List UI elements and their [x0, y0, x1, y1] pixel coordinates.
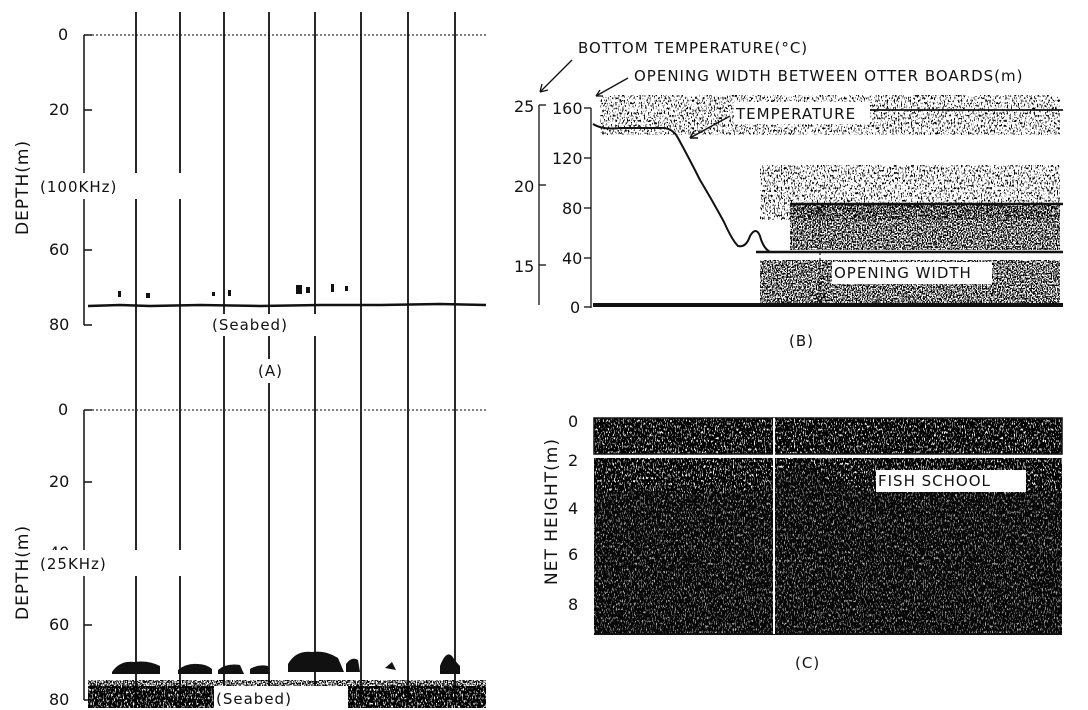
net-height-tick: 4: [568, 499, 578, 518]
depth-axis-title: DEPTH(m): [13, 525, 33, 620]
depth-tick: 80: [49, 690, 69, 709]
depth-tick: 20: [49, 472, 69, 491]
temperature-label: TEMPERATURE: [735, 105, 856, 123]
fish-school-label-bg: [876, 470, 1026, 492]
temperature-tick: 20: [514, 177, 534, 196]
temperature-tick: 25: [514, 97, 534, 116]
caption-bg: [256, 359, 296, 383]
depth-tick: 80: [49, 315, 69, 334]
width-title-pointer: [595, 77, 629, 97]
width-tick: 80: [562, 199, 582, 218]
panel-caption: (C): [795, 654, 820, 672]
lower-net-echo: [594, 458, 1062, 634]
depth-tick: 60: [49, 240, 69, 259]
width-tick: 160: [552, 99, 583, 118]
width-axis-title: OPENING WIDTH BETWEEN OTTER BOARDS(m): [634, 67, 1024, 85]
depth-tick: 20: [49, 100, 69, 119]
fish-school-pointer: [837, 482, 877, 487]
temp-title-pointer: [539, 59, 573, 93]
seabed-label-bg: [214, 686, 348, 708]
opening-width-label-bg: [832, 262, 992, 284]
frequency-label: (25KHz): [40, 555, 107, 573]
seabed-echo-top: [88, 680, 486, 688]
depth-tick: 0: [58, 400, 68, 419]
frequency-label-bg: [38, 173, 190, 199]
bottom-fish-schools: [112, 651, 460, 674]
temperature-axis-title: BOTTOM TEMPERATURE(°C): [578, 39, 808, 57]
frequency-label-bg: [40, 550, 190, 576]
panel-caption: (A): [258, 362, 283, 380]
fish-school-label: FISH SCHOOL: [878, 472, 991, 490]
opening-width-label: OPENING WIDTH: [834, 264, 972, 282]
depth-tick: 0: [58, 25, 68, 44]
width-tick: 0: [570, 298, 580, 317]
width-tick: 40: [562, 249, 582, 268]
width-tick: 120: [552, 149, 583, 168]
seabed-label: (Seabed): [216, 690, 292, 708]
net-height-tick: 8: [568, 595, 578, 614]
time-marks: [135, 12, 456, 705]
panel-a-upper: 0 20 40 60 80 DEPTH(m): [13, 12, 487, 705]
frequency-label: (100KHz): [40, 178, 117, 196]
temperature-trace: [592, 123, 771, 253]
panel-a-lower: 0 20 40 60 80 DEPTH(m) (25KHz) (Seabed): [13, 400, 486, 709]
temperature-tick: 15: [514, 257, 534, 276]
seabed-line: [87, 302, 487, 308]
panel-b: BOTTOM TEMPERATURE(°C) OPENING WIDTH BET…: [514, 39, 1063, 354]
seabed-label-bg: [204, 314, 344, 336]
depth-tick: 60: [49, 615, 69, 634]
upper-net-echo: [594, 418, 1062, 454]
depth-axis-title: DEPTH(m): [13, 140, 33, 235]
opening-width-echo: [790, 205, 1060, 250]
panel-caption: (B): [789, 332, 814, 350]
bottom-fish-marks: [118, 284, 348, 298]
seabed-label: (Seabed): [212, 316, 288, 334]
temperature-label-bg: [734, 102, 870, 124]
net-height-axis-title: NET HEIGHT(m): [542, 438, 562, 585]
panel-c: NET HEIGHT(m) 0 2 4 6 8 FISH SCHOOL (C): [542, 412, 1063, 675]
net-height-tick: 6: [568, 545, 578, 564]
net-height-tick: 0: [568, 412, 578, 431]
temperature-pointer: [689, 115, 731, 139]
net-height-tick: 2: [568, 451, 578, 470]
